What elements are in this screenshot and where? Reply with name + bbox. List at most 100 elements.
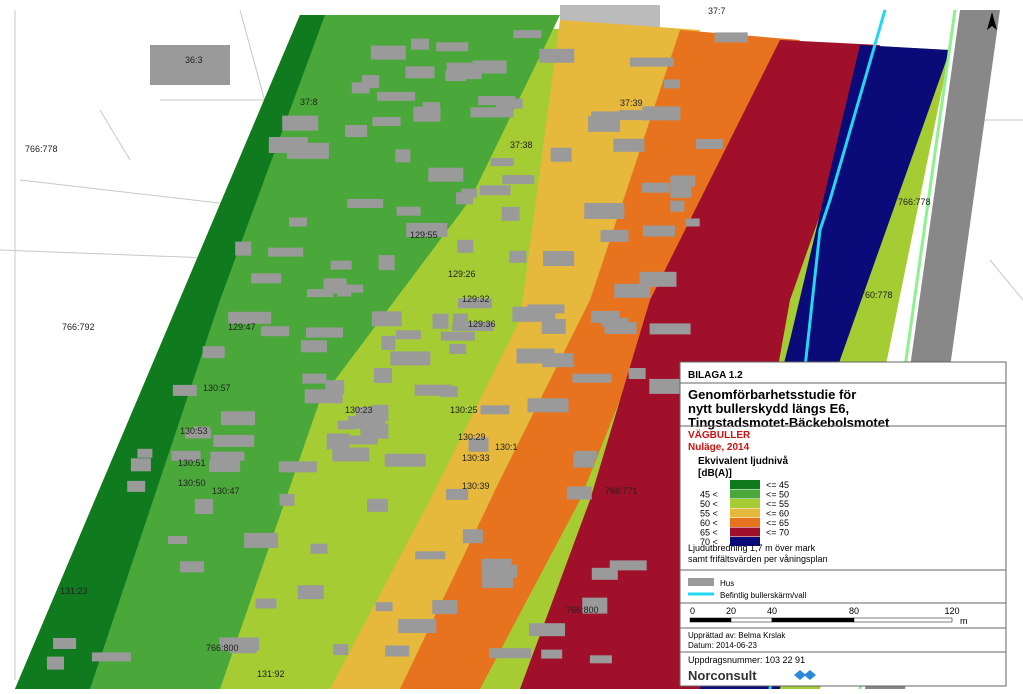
legend-title: Tingstadsmotet-Bäckebolsmotet <box>688 415 890 430</box>
class-swatch <box>730 489 760 499</box>
building <box>527 304 565 314</box>
building <box>398 619 437 633</box>
class-high: <= 55 <box>766 499 789 509</box>
building <box>168 536 187 544</box>
building <box>370 45 406 60</box>
property-label: 130:50 <box>178 478 206 488</box>
property-label: 130:1 <box>495 442 518 452</box>
building <box>411 38 429 50</box>
building <box>261 326 290 337</box>
property-label: 130:25 <box>450 405 478 415</box>
building <box>367 498 388 512</box>
building <box>542 353 574 368</box>
north-arrow-icon <box>987 12 997 30</box>
building <box>244 532 279 548</box>
property-label: 766:771 <box>605 486 638 496</box>
building <box>482 564 518 578</box>
building <box>381 335 396 350</box>
property-label: 131:23 <box>60 586 88 596</box>
zone-45 <box>15 15 325 689</box>
building <box>278 461 317 473</box>
scale-label: 120 <box>944 606 959 616</box>
building <box>330 260 352 270</box>
building <box>509 250 527 263</box>
building <box>413 106 441 122</box>
class-low: 55 < <box>700 509 718 519</box>
building <box>405 66 435 79</box>
building <box>613 138 645 152</box>
building <box>137 448 153 458</box>
building <box>428 167 464 182</box>
class-swatch <box>730 527 760 537</box>
building <box>130 458 151 472</box>
legend-note: samt frifältsvärden per våningsplan <box>688 554 828 564</box>
scale-segment <box>771 617 855 623</box>
building <box>221 411 255 426</box>
legend-note: Ljudutbredning 1,7 m över mark <box>688 543 816 553</box>
building <box>449 343 467 354</box>
legend-subtitle2: Nuläge, 2014 <box>688 442 750 453</box>
building <box>649 378 683 394</box>
symbol-label: Befintlig bullerskärm/vall <box>720 591 806 600</box>
building <box>432 600 458 615</box>
zone-45-50 <box>15 15 560 689</box>
building <box>714 32 748 43</box>
building <box>345 125 368 137</box>
property-label: 766:800 <box>206 643 239 653</box>
building <box>372 117 401 126</box>
building <box>180 561 205 573</box>
building <box>591 567 618 580</box>
building <box>468 437 489 452</box>
building <box>440 331 475 341</box>
class-swatch <box>730 518 760 527</box>
legend-title: nytt bullerskydd längs E6, <box>688 401 849 416</box>
class-swatch <box>730 499 760 508</box>
building <box>362 75 380 89</box>
property-label: 130:29 <box>458 432 486 442</box>
building <box>649 323 691 335</box>
building <box>307 289 333 298</box>
building <box>351 82 370 94</box>
class-low: 65 < <box>700 528 718 538</box>
property-label: 130:33 <box>462 453 490 463</box>
class-low: 45 < <box>700 490 718 500</box>
building <box>172 384 197 396</box>
building <box>582 597 608 614</box>
building <box>642 106 681 121</box>
property-label: 36:3 <box>185 55 203 65</box>
building <box>462 529 483 544</box>
zone-60-65 <box>400 30 800 689</box>
building <box>575 450 597 460</box>
property-label: 129:55 <box>410 230 438 240</box>
building <box>171 450 201 461</box>
building <box>453 313 468 328</box>
scale-unit: m <box>960 616 968 626</box>
building <box>478 96 516 106</box>
building <box>600 229 629 242</box>
building <box>461 188 478 198</box>
date: Datum: 2014-06-23 <box>688 641 757 650</box>
class-high: <= 70 <box>766 528 789 538</box>
building <box>560 5 660 27</box>
building <box>395 149 411 163</box>
building <box>501 206 520 221</box>
symbol-swatch <box>688 578 714 586</box>
building <box>527 398 569 413</box>
property-label: 37:39 <box>620 98 643 108</box>
property-labels: 36:3 766:778 766:792 37:7 766:778 760:778 37:8… <box>25 6 931 679</box>
building <box>629 57 674 67</box>
building <box>550 147 572 162</box>
company-logo <box>794 670 816 680</box>
building <box>53 638 77 649</box>
building <box>406 223 448 237</box>
building <box>591 111 632 120</box>
building <box>360 423 389 439</box>
building <box>235 241 252 256</box>
building <box>289 217 307 227</box>
building <box>219 637 260 651</box>
building <box>685 218 700 227</box>
building <box>641 182 670 193</box>
building <box>396 206 421 216</box>
building <box>479 185 511 196</box>
property-label: 130:39 <box>462 481 490 491</box>
